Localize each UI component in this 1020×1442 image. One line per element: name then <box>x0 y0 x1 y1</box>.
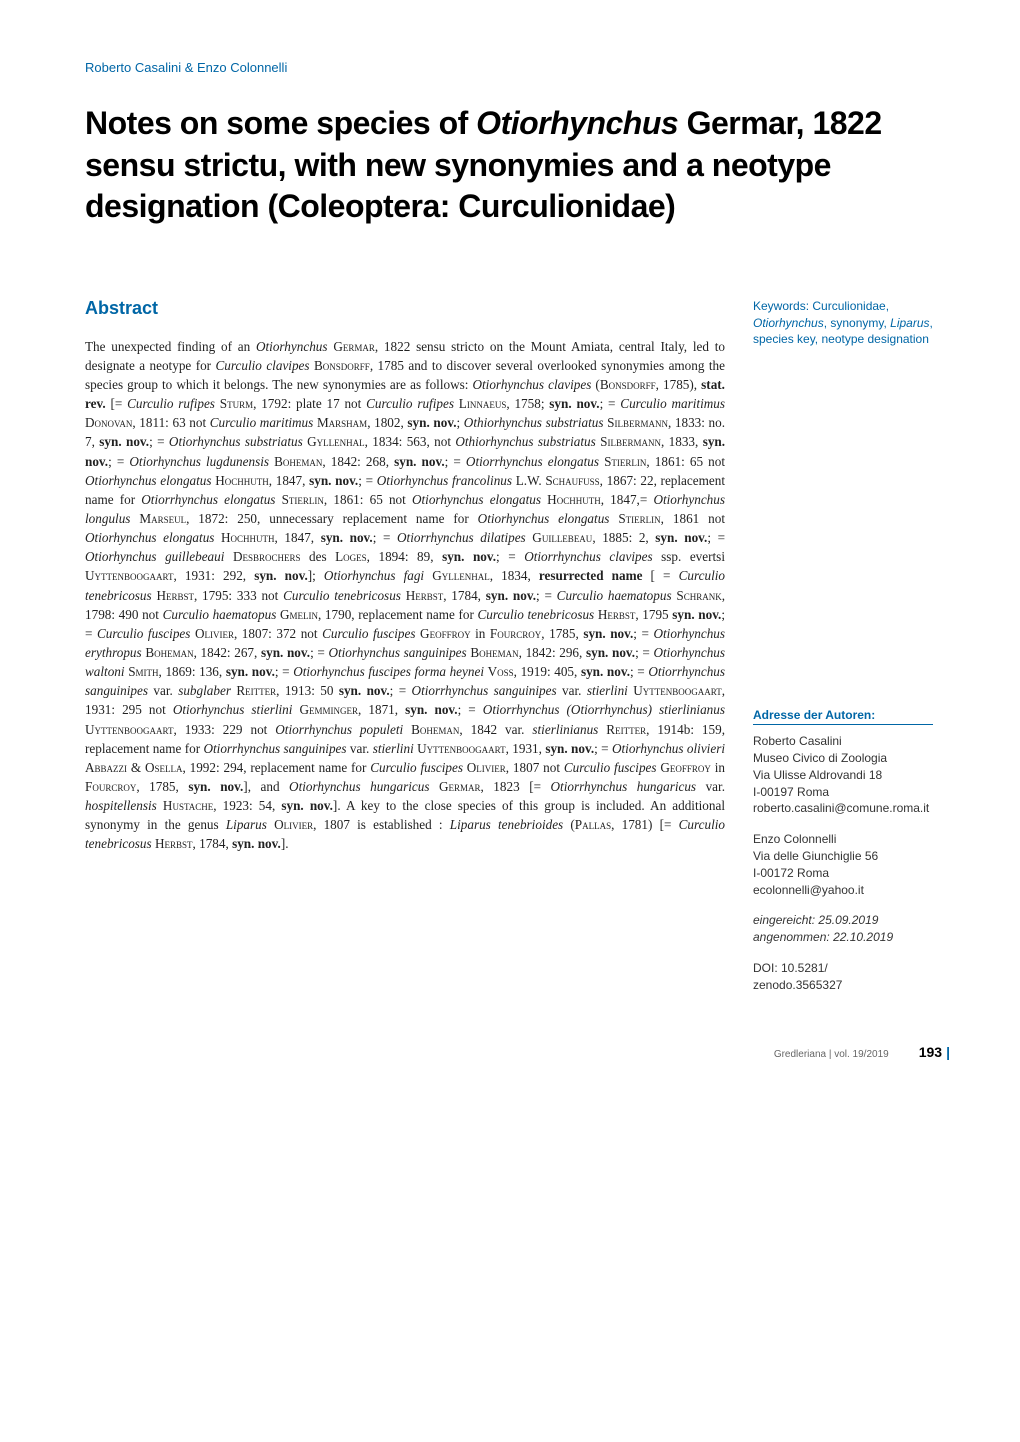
main-column: Abstract The unexpected finding of an Ot… <box>85 298 725 994</box>
author-address-block: Enzo ColonnelliVia delle Giunchiglie 56I… <box>753 831 933 898</box>
content-row: Abstract The unexpected finding of an Ot… <box>85 298 950 994</box>
author-address-block: Roberto CasaliniMuseo Civico di Zoologia… <box>753 733 933 817</box>
doi-block: DOI: 10.5281/ zenodo.3565327 <box>753 960 933 994</box>
keywords-block: Keywords: Curculionidae, Otiorhynchus, s… <box>753 298 933 348</box>
submitted-date: 25.09.2019 <box>818 913 878 927</box>
doi-prefix: DOI: 10.5281/ <box>753 961 828 975</box>
article-title: Notes on some species of Otiorhynchus Ge… <box>85 103 950 228</box>
authors-line: Roberto Casalini & Enzo Colonnelli <box>85 60 950 75</box>
side-column: Keywords: Curculionidae, Otiorhynchus, s… <box>753 298 933 994</box>
journal-citation: Gredleriana | vol. 19/2019 <box>774 1049 889 1060</box>
accepted-label: angenommen: <box>753 930 830 944</box>
submitted-label: eingereicht: <box>753 913 815 927</box>
page-footer: Gredleriana | vol. 19/2019 193| <box>85 1044 950 1060</box>
abstract-body: The unexpected finding of an Otiorhynchu… <box>85 337 725 854</box>
page-number: 193| <box>919 1044 950 1060</box>
title-pre: Notes on some species of <box>85 105 476 141</box>
accepted-date: 22.10.2019 <box>833 930 893 944</box>
doi-id: zenodo.3565327 <box>753 978 842 992</box>
side-heading-authors: Adresse der Autoren: <box>753 708 933 725</box>
page-number-value: 193 <box>919 1044 942 1060</box>
submission-dates: eingereicht: 25.09.2019 angenommen: 22.1… <box>753 912 933 946</box>
page-bar-icon: | <box>946 1044 950 1060</box>
title-italic: Otiorhynchus <box>476 105 678 141</box>
abstract-heading: Abstract <box>85 298 725 319</box>
